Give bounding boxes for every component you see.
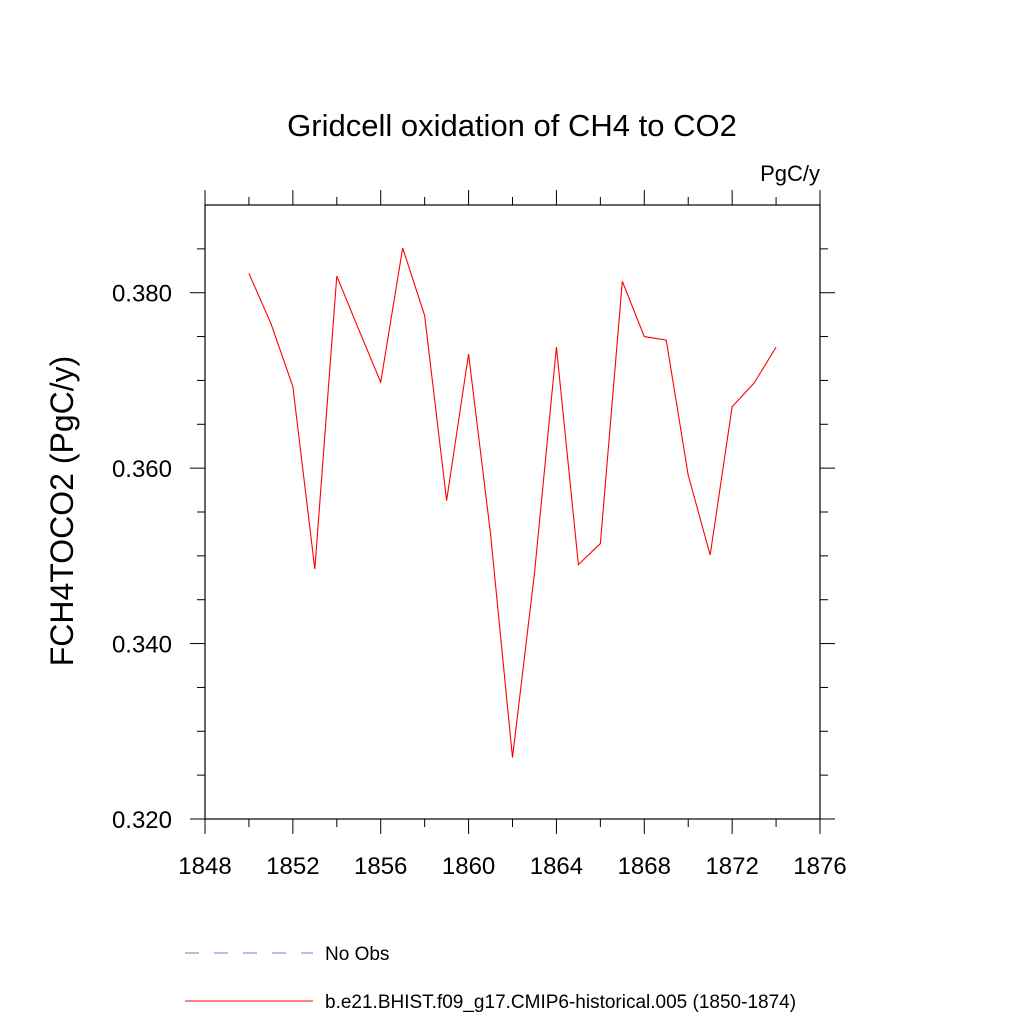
y-tick-label: 0.380 <box>112 281 172 308</box>
x-tick-label: 1852 <box>266 853 319 880</box>
y-tick-label: 0.360 <box>112 456 172 483</box>
x-tick-label: 1868 <box>618 853 671 880</box>
x-tick-label: 1848 <box>178 853 231 880</box>
x-tick-label: 1876 <box>793 853 846 880</box>
legend: No Obs b.e21.BHIST.f09_g17.CMIP6-historic… <box>185 944 796 1013</box>
units-label: PgC/y <box>760 161 820 186</box>
x-tick-label: 1856 <box>354 853 407 880</box>
chart-title: Gridcell oxidation of CH4 to CO2 <box>287 108 737 143</box>
y-tick-label: 0.320 <box>112 807 172 834</box>
legend-label: b.e21.BHIST.f09_g17.CMIP6-historical.005… <box>325 992 796 1013</box>
series-line <box>248 247 777 758</box>
y-axis-label: FCH4TOCO2 (PgC/y) <box>44 356 80 667</box>
legend-label: No Obs <box>325 944 389 965</box>
plot-area: 1848 1852 1856 1860 1864 1868 1872 1876 0.320 0.3… <box>112 190 847 880</box>
x-tick-label: 1872 <box>705 853 758 880</box>
x-tick-label: 1864 <box>530 853 583 880</box>
x-tick-label: 1860 <box>442 853 495 880</box>
plot-frame <box>204 204 821 820</box>
y-tick-label: 0.340 <box>112 632 172 659</box>
